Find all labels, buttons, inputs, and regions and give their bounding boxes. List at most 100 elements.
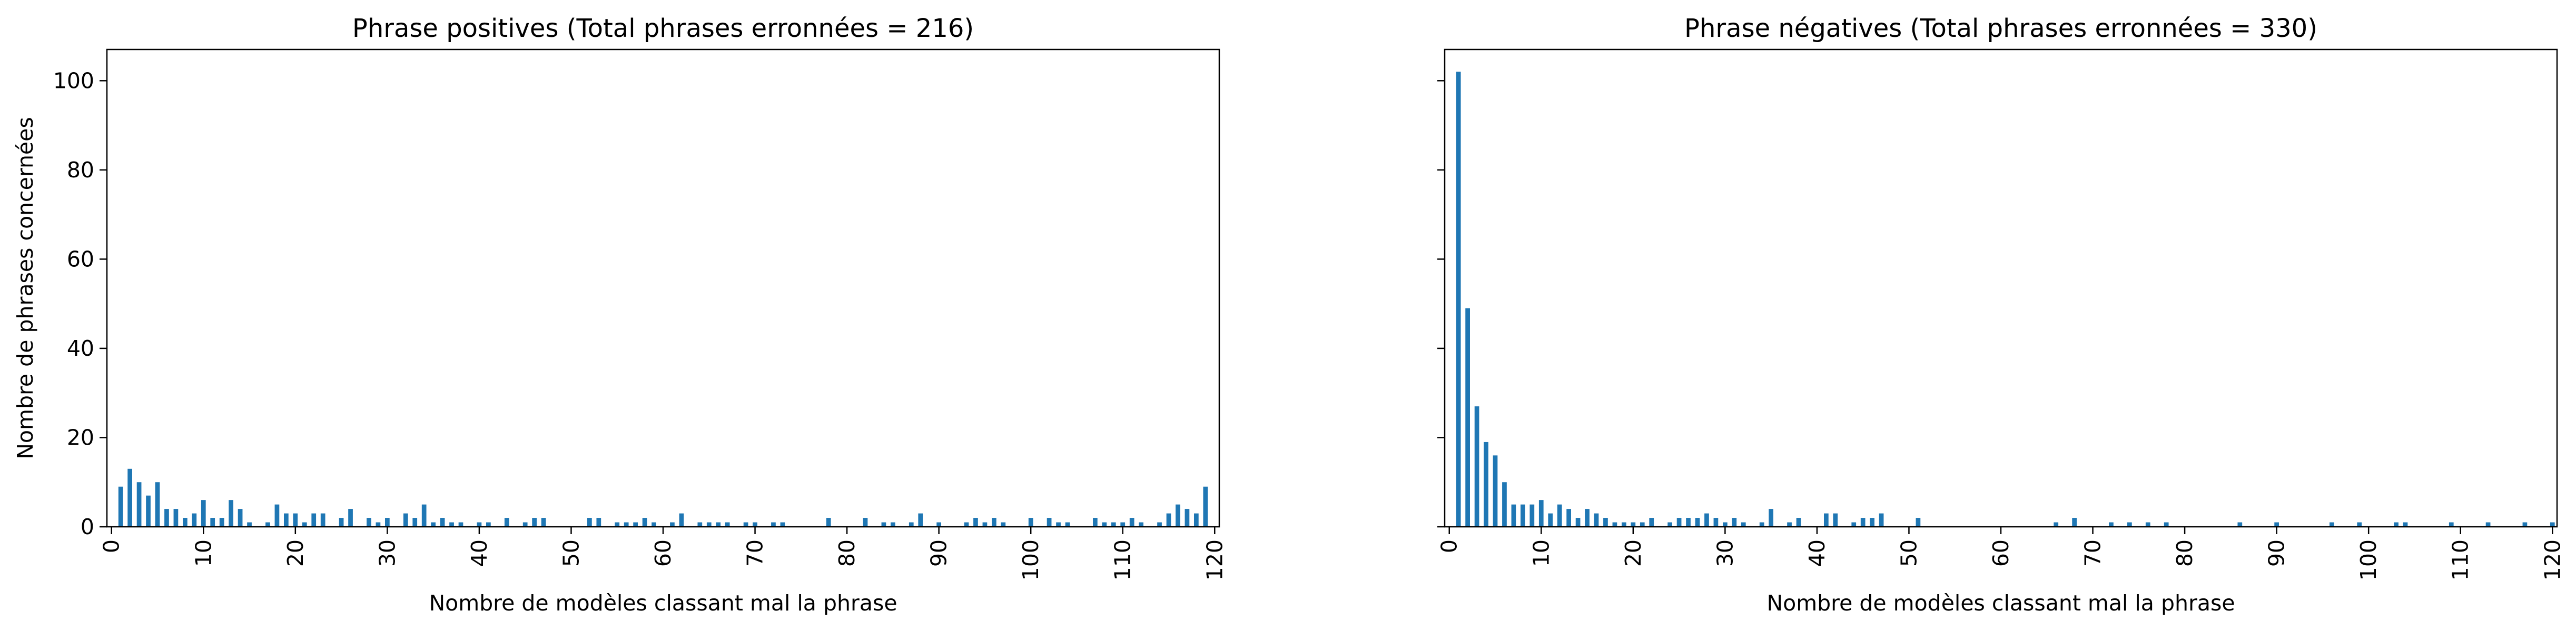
neg-bar-x45 [1860,518,1866,527]
pos-ytick-label-60: 60 [67,246,94,272]
pos-bar-x52 [587,518,592,527]
pos-bar-x114 [1157,522,1162,527]
pos-bar-x12 [219,518,224,527]
pos-bar-x4 [146,495,151,527]
neg-bar-x18 [1612,522,1617,527]
neg-bar-x68 [2072,518,2077,527]
neg-bar-x44 [1851,522,1857,527]
neg-xtick-label-40: 40 [1804,539,1830,567]
neg-bar-x74 [2127,522,2132,527]
pos-bar-x73 [780,522,785,527]
pos-xtick-label-0: 0 [99,539,124,553]
neg-xtick-label-10: 10 [1528,539,1554,567]
pos-bar-x34 [421,504,427,527]
pos-bar-x35 [431,522,436,527]
pos-bar-x110 [1120,522,1126,527]
pos-xtick-label-110: 110 [1110,539,1136,580]
neg-xtick-label-50: 50 [1896,539,1921,567]
neg-bar-x20 [1631,522,1636,527]
pos-bar-x58 [642,518,647,527]
pos-xtick-label-70: 70 [743,539,768,567]
pos-bar-x11 [210,518,215,527]
pos-bar-x38 [458,522,463,527]
neg-chart-title: Phrase négatives (Total phrases erronnée… [1684,14,2317,43]
pos-bar-x32 [403,513,408,527]
pos-bar-x14 [238,509,243,527]
neg-axes-frame [1444,48,2558,528]
pos-bar-x6 [164,509,169,527]
neg-bar-x31 [1732,518,1737,527]
neg-bar-x30 [1723,522,1728,527]
pos-bar-x64 [697,522,703,527]
neg-bar-x19 [1622,522,1626,527]
pos-bar-x5 [155,482,160,527]
neg-bar-x10 [1538,500,1544,527]
pos-xtick-label-10: 10 [191,539,216,567]
neg-bar-x32 [1741,522,1746,527]
pos-ytick-label-40: 40 [67,336,94,361]
pos-ytick-label-100: 100 [53,68,94,93]
pos-bar-x26 [348,509,353,527]
pos-bar-x46 [532,518,537,527]
pos-bar-x116 [1176,504,1180,527]
pos-bar-x107 [1093,518,1098,527]
neg-bar-x76 [2145,522,2150,527]
pos-bar-x47 [541,518,546,527]
pos-bar-x22 [311,513,317,527]
neg-bar-x13 [1566,509,1571,527]
neg-bar-x4 [1484,442,1488,527]
pos-bar-x43 [504,518,509,527]
neg-bar-x86 [2237,522,2243,527]
pos-bar-x7 [173,509,179,527]
pos-ytick-label-80: 80 [67,157,94,183]
pos-bar-x70 [753,522,757,527]
pos-bar-x3 [136,482,142,527]
neg-xtick-label-120: 120 [2540,539,2565,580]
neg-bar-x17 [1603,518,1608,527]
pos-xtick-label-100: 100 [1018,539,1043,580]
pos-bar-x56 [624,522,629,527]
pos-bar-x65 [706,522,712,527]
neg-bar-x14 [1575,518,1581,527]
neg-bar-x11 [1548,513,1553,527]
pos-ytick-label-0: 0 [81,514,94,539]
pos-bar-x13 [229,500,233,527]
neg-bar-x51 [1916,518,1921,527]
pos-bar-x95 [982,522,988,527]
pos-bar-x84 [881,522,886,527]
pos-bar-x100 [1028,518,1033,527]
neg-bar-x46 [1870,518,1874,527]
pos-xtick-label-80: 80 [834,539,860,567]
pos-axes-frame [106,48,1220,528]
pos-bar-x88 [918,513,923,527]
pos-bar-x61 [670,522,675,527]
neg-xtick-label-60: 60 [1988,539,2014,567]
pos-bar-x41 [486,522,491,527]
pos-bar-x8 [183,518,187,527]
pos-bar-x37 [449,522,454,527]
pos-chart-title: Phrase positives (Total phrases erronnée… [352,14,974,43]
pos-bar-x72 [771,522,776,527]
neg-xtick-label-0: 0 [1437,539,1462,553]
pos-bar-x82 [863,518,868,527]
pos-bar-x2 [127,468,132,527]
pos-bar-x29 [376,522,381,527]
pos-bar-x67 [725,522,730,527]
neg-bar-x24 [1667,522,1672,527]
pos-xtick-label-30: 30 [374,539,400,567]
pos-bar-x96 [992,518,996,527]
neg-xtick-label-90: 90 [2264,539,2289,567]
neg-bar-x7 [1511,504,1516,527]
pos-bar-x15 [247,522,252,527]
pos-bar-x112 [1139,522,1143,527]
neg-bar-x66 [2054,522,2059,527]
neg-bar-x42 [1833,513,1838,527]
neg-bar-x47 [1879,513,1884,527]
pos-bar-x53 [596,518,601,527]
pos-bar-x36 [440,518,445,527]
neg-xtick-label-100: 100 [2356,539,2381,580]
neg-bar-x38 [1796,518,1801,527]
neg-bar-x16 [1594,513,1599,527]
neg-bar-x117 [2522,522,2528,527]
